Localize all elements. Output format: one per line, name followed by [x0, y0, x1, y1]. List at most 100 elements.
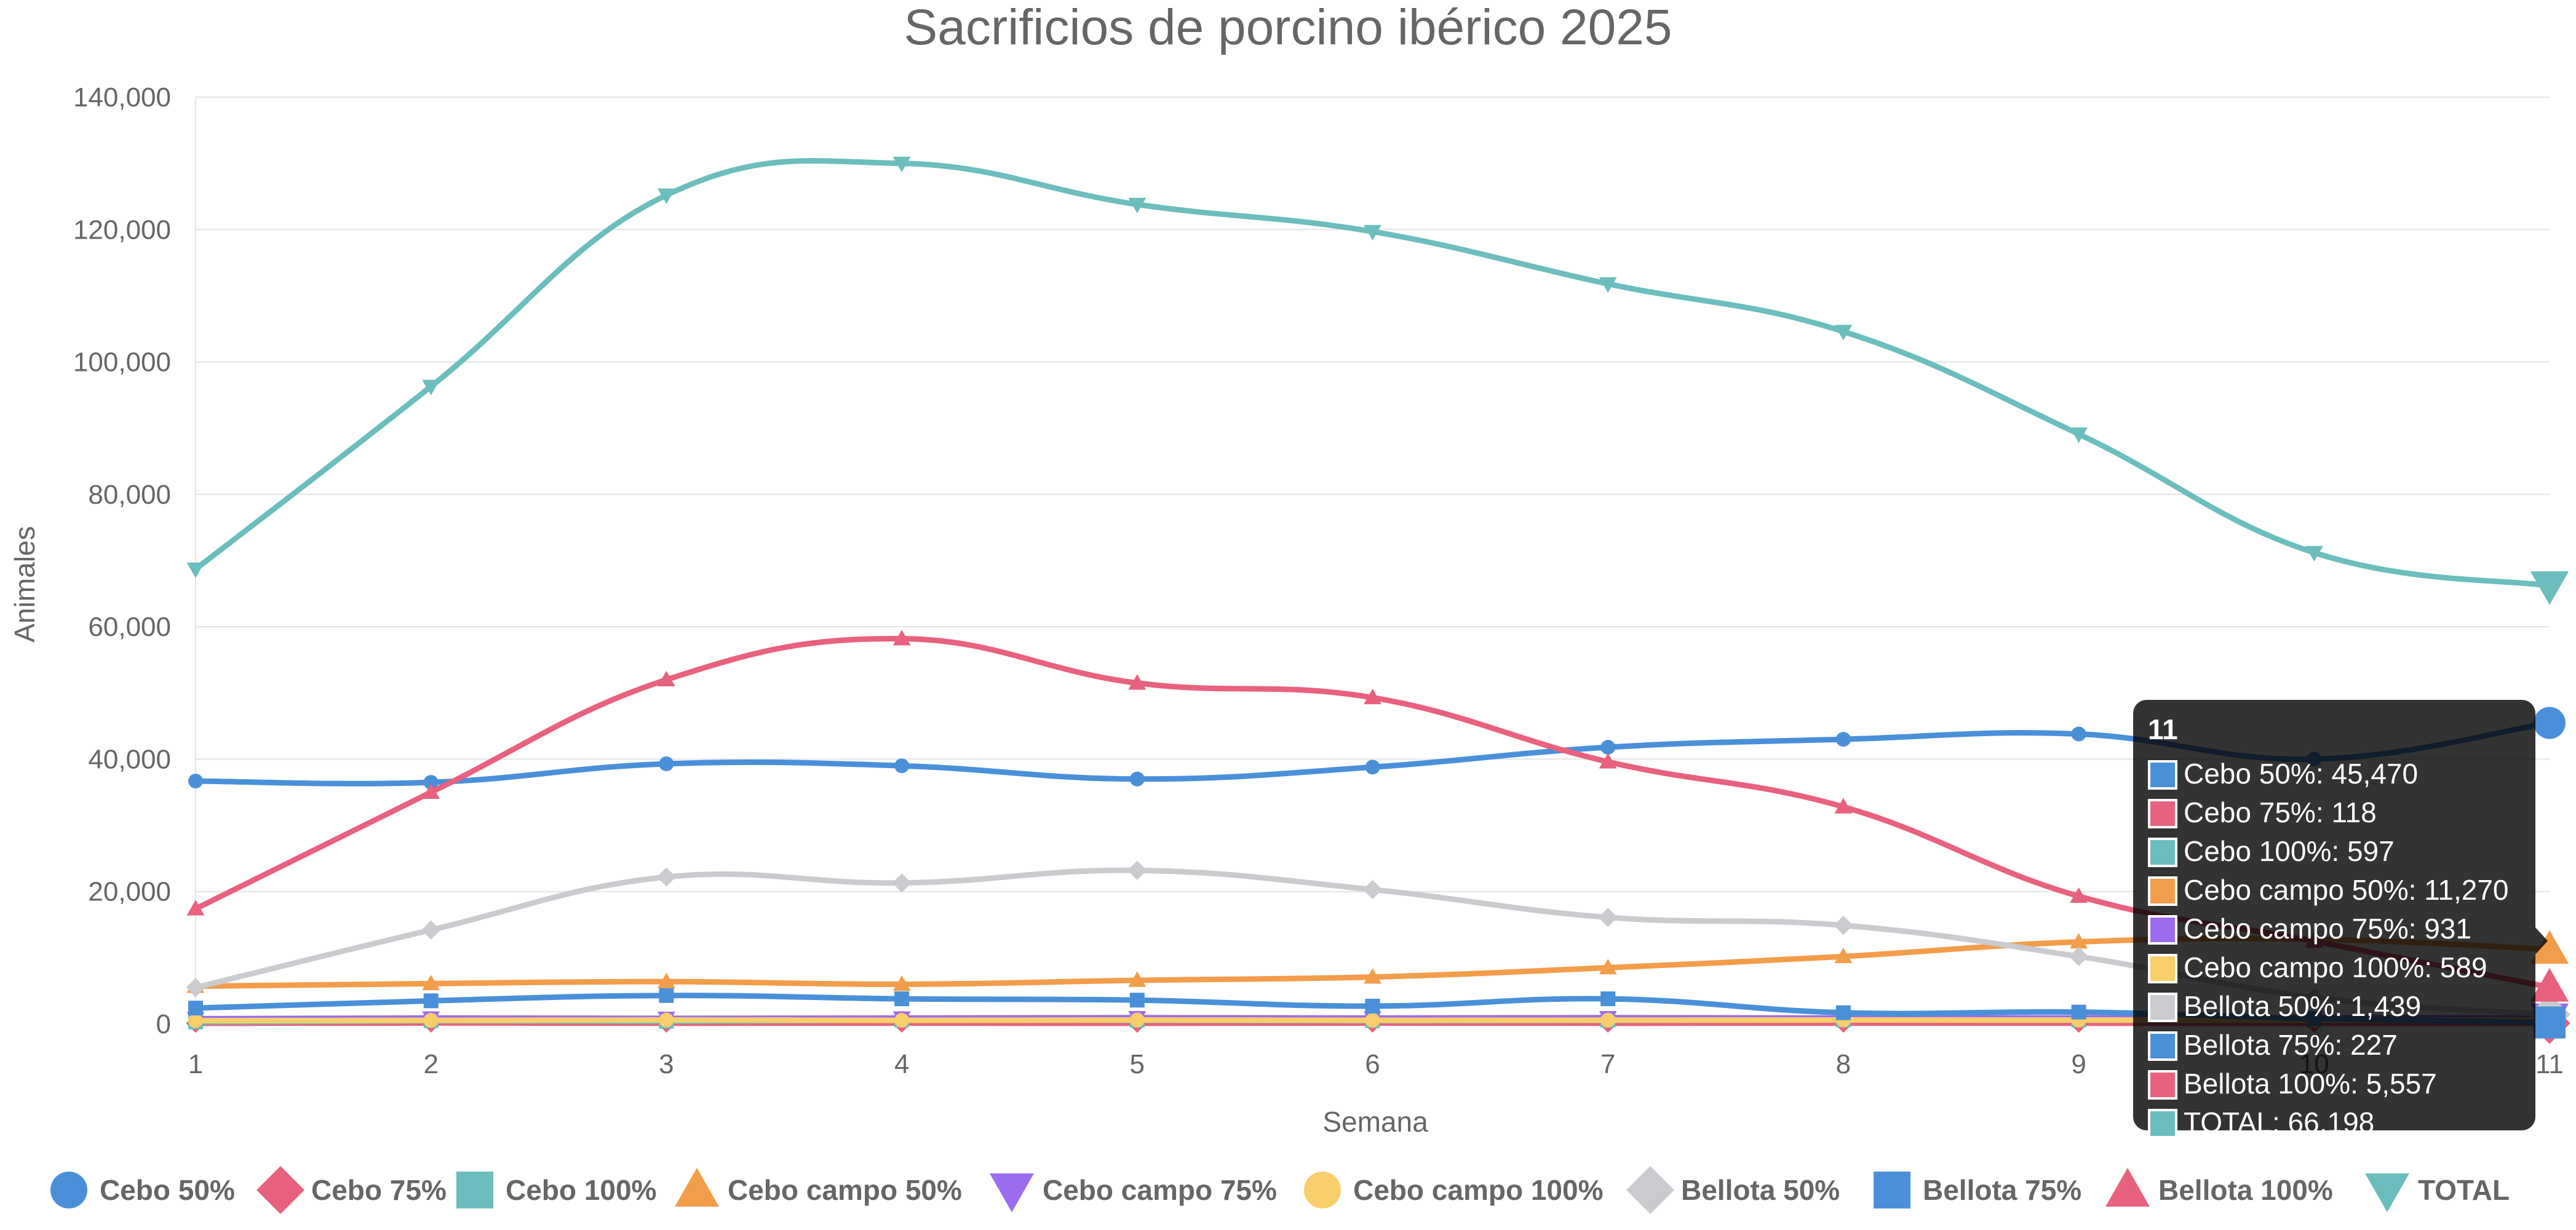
data-point — [1128, 674, 1147, 690]
data-point — [1835, 732, 1851, 747]
legend-label: Cebo campo 100% — [1353, 1174, 1603, 1206]
data-point — [186, 900, 205, 916]
data-point — [659, 1012, 674, 1028]
data-point — [422, 379, 440, 395]
legend-item-cebo-campo-75[interactable]: Cebo campo 75% — [990, 1173, 1277, 1212]
data-point — [658, 972, 675, 988]
data-point — [1365, 998, 1380, 1014]
data-point — [2071, 726, 2086, 742]
data-point — [2069, 946, 2089, 966]
data-point — [892, 630, 911, 646]
data-point — [2070, 933, 2088, 949]
tooltip-swatch — [2148, 760, 2177, 790]
legend-label: Cebo 100% — [506, 1174, 656, 1206]
tooltip-line: Bellota 100%: 5,557 — [2184, 1068, 2437, 1100]
data-point — [1364, 688, 1381, 705]
y-tick-label: 100,000 — [73, 347, 171, 378]
legend-item-bellota-50[interactable]: Bellota 50% — [1626, 1166, 1840, 1214]
data-point — [1600, 1012, 1616, 1028]
legend-label: Bellota 100% — [2158, 1174, 2333, 1206]
data-point — [1129, 771, 1145, 787]
legend-item-total[interactable]: TOTAL — [2365, 1173, 2510, 1212]
legend-item-cebo-campo-50[interactable]: Cebo campo 50% — [675, 1168, 962, 1207]
data-point — [423, 775, 439, 790]
x-tick-label: 9 — [2071, 1049, 2086, 1079]
tooltip-line: Cebo campo 75%: 931 — [2184, 913, 2471, 945]
y-tick-label: 20,000 — [88, 877, 171, 907]
legend-item-bellota-75[interactable]: Bellota 75% — [1874, 1172, 2081, 1208]
data-point — [2071, 1004, 2086, 1020]
data-point-hover — [2530, 571, 2569, 605]
data-point — [659, 756, 674, 771]
tooltip-line: Bellota 50%: 1,439 — [2184, 990, 2421, 1022]
tooltip-swatch — [2148, 954, 2177, 983]
tooltip-swatch — [2148, 1070, 2177, 1100]
tooltip-swatch — [2148, 993, 2177, 1022]
tooltip-line: Cebo campo 100%: 589 — [2184, 951, 2487, 983]
data-point — [894, 1013, 910, 1028]
legend-item-cebo-100[interactable]: Cebo 100% — [456, 1172, 656, 1208]
x-tick-label: 8 — [1836, 1049, 1851, 1079]
tooltip-line: TOTAL: 66,198 — [2184, 1106, 2374, 1138]
legend-marker — [1874, 1172, 1910, 1208]
tooltip-line: Cebo 100%: 597 — [2184, 835, 2395, 867]
x-tick-label: 2 — [423, 1049, 438, 1079]
tooltip-swatch — [2148, 1031, 2177, 1061]
legend-label: Bellota 50% — [1681, 1174, 1840, 1206]
tooltip-box — [2133, 700, 2535, 1130]
data-point — [1128, 197, 1147, 213]
data-point — [658, 188, 675, 204]
legend-item-cebo-campo-100[interactable]: Cebo campo 100% — [1304, 1172, 1603, 1208]
legend-label: Cebo 75% — [311, 1174, 447, 1206]
tooltip-line: Cebo 75%: 118 — [2184, 796, 2377, 828]
data-point — [892, 873, 912, 893]
data-point — [1364, 224, 1381, 240]
data-point — [1364, 968, 1381, 984]
data-point — [188, 1001, 203, 1016]
data-point — [1365, 760, 1380, 775]
data-point — [1835, 1005, 1851, 1020]
data-point — [894, 991, 910, 1007]
data-point — [656, 867, 676, 887]
data-point — [1127, 860, 1147, 880]
data-point — [659, 988, 674, 1003]
data-point — [1600, 740, 1616, 755]
data-point — [1599, 277, 1617, 293]
legend-label: Cebo campo 50% — [728, 1174, 962, 1206]
data-point — [2070, 887, 2088, 903]
data-point — [658, 670, 675, 687]
data-point — [186, 562, 205, 578]
data-point-hover — [2534, 1006, 2566, 1039]
series-lines — [186, 156, 2570, 1044]
legend-marker — [675, 1168, 719, 1207]
x-tick-label: 7 — [1600, 1049, 1615, 1079]
data-point — [1128, 971, 1147, 987]
y-tick-label: 40,000 — [88, 744, 171, 774]
data-point — [892, 156, 911, 173]
data-point — [1834, 325, 1853, 341]
data-point — [1362, 879, 1383, 900]
data-point-hover — [2534, 707, 2566, 739]
data-point — [1365, 1012, 1380, 1028]
legend-marker — [1304, 1172, 1341, 1208]
data-point — [1834, 916, 1853, 935]
x-tick-label: 11 — [2535, 1049, 2564, 1079]
data-point — [1599, 753, 1617, 769]
tooltip-swatch — [2148, 915, 2177, 945]
tooltip-caret — [2535, 927, 2548, 954]
y-axis-title: Animales — [9, 526, 41, 642]
legend-marker — [990, 1173, 1034, 1212]
legend-label: Cebo campo 75% — [1043, 1174, 1277, 1206]
tooltip-line: Cebo campo 50%: 11,270 — [2184, 874, 2509, 906]
data-point — [422, 783, 440, 800]
legend-item-bellota-100[interactable]: Bellota 100% — [2105, 1168, 2333, 1207]
legend: Cebo 50% Cebo 75% Cebo 100% Cebo campo 50% C… — [50, 1166, 2510, 1214]
legend-item-cebo-50[interactable]: Cebo 50% — [50, 1172, 235, 1208]
y-tick-label: 140,000 — [73, 82, 171, 113]
legend-marker — [50, 1172, 87, 1208]
legend-marker — [1626, 1166, 1674, 1214]
legend-item-cebo-75[interactable]: Cebo 75% — [256, 1166, 447, 1214]
legend-marker — [2365, 1173, 2409, 1212]
